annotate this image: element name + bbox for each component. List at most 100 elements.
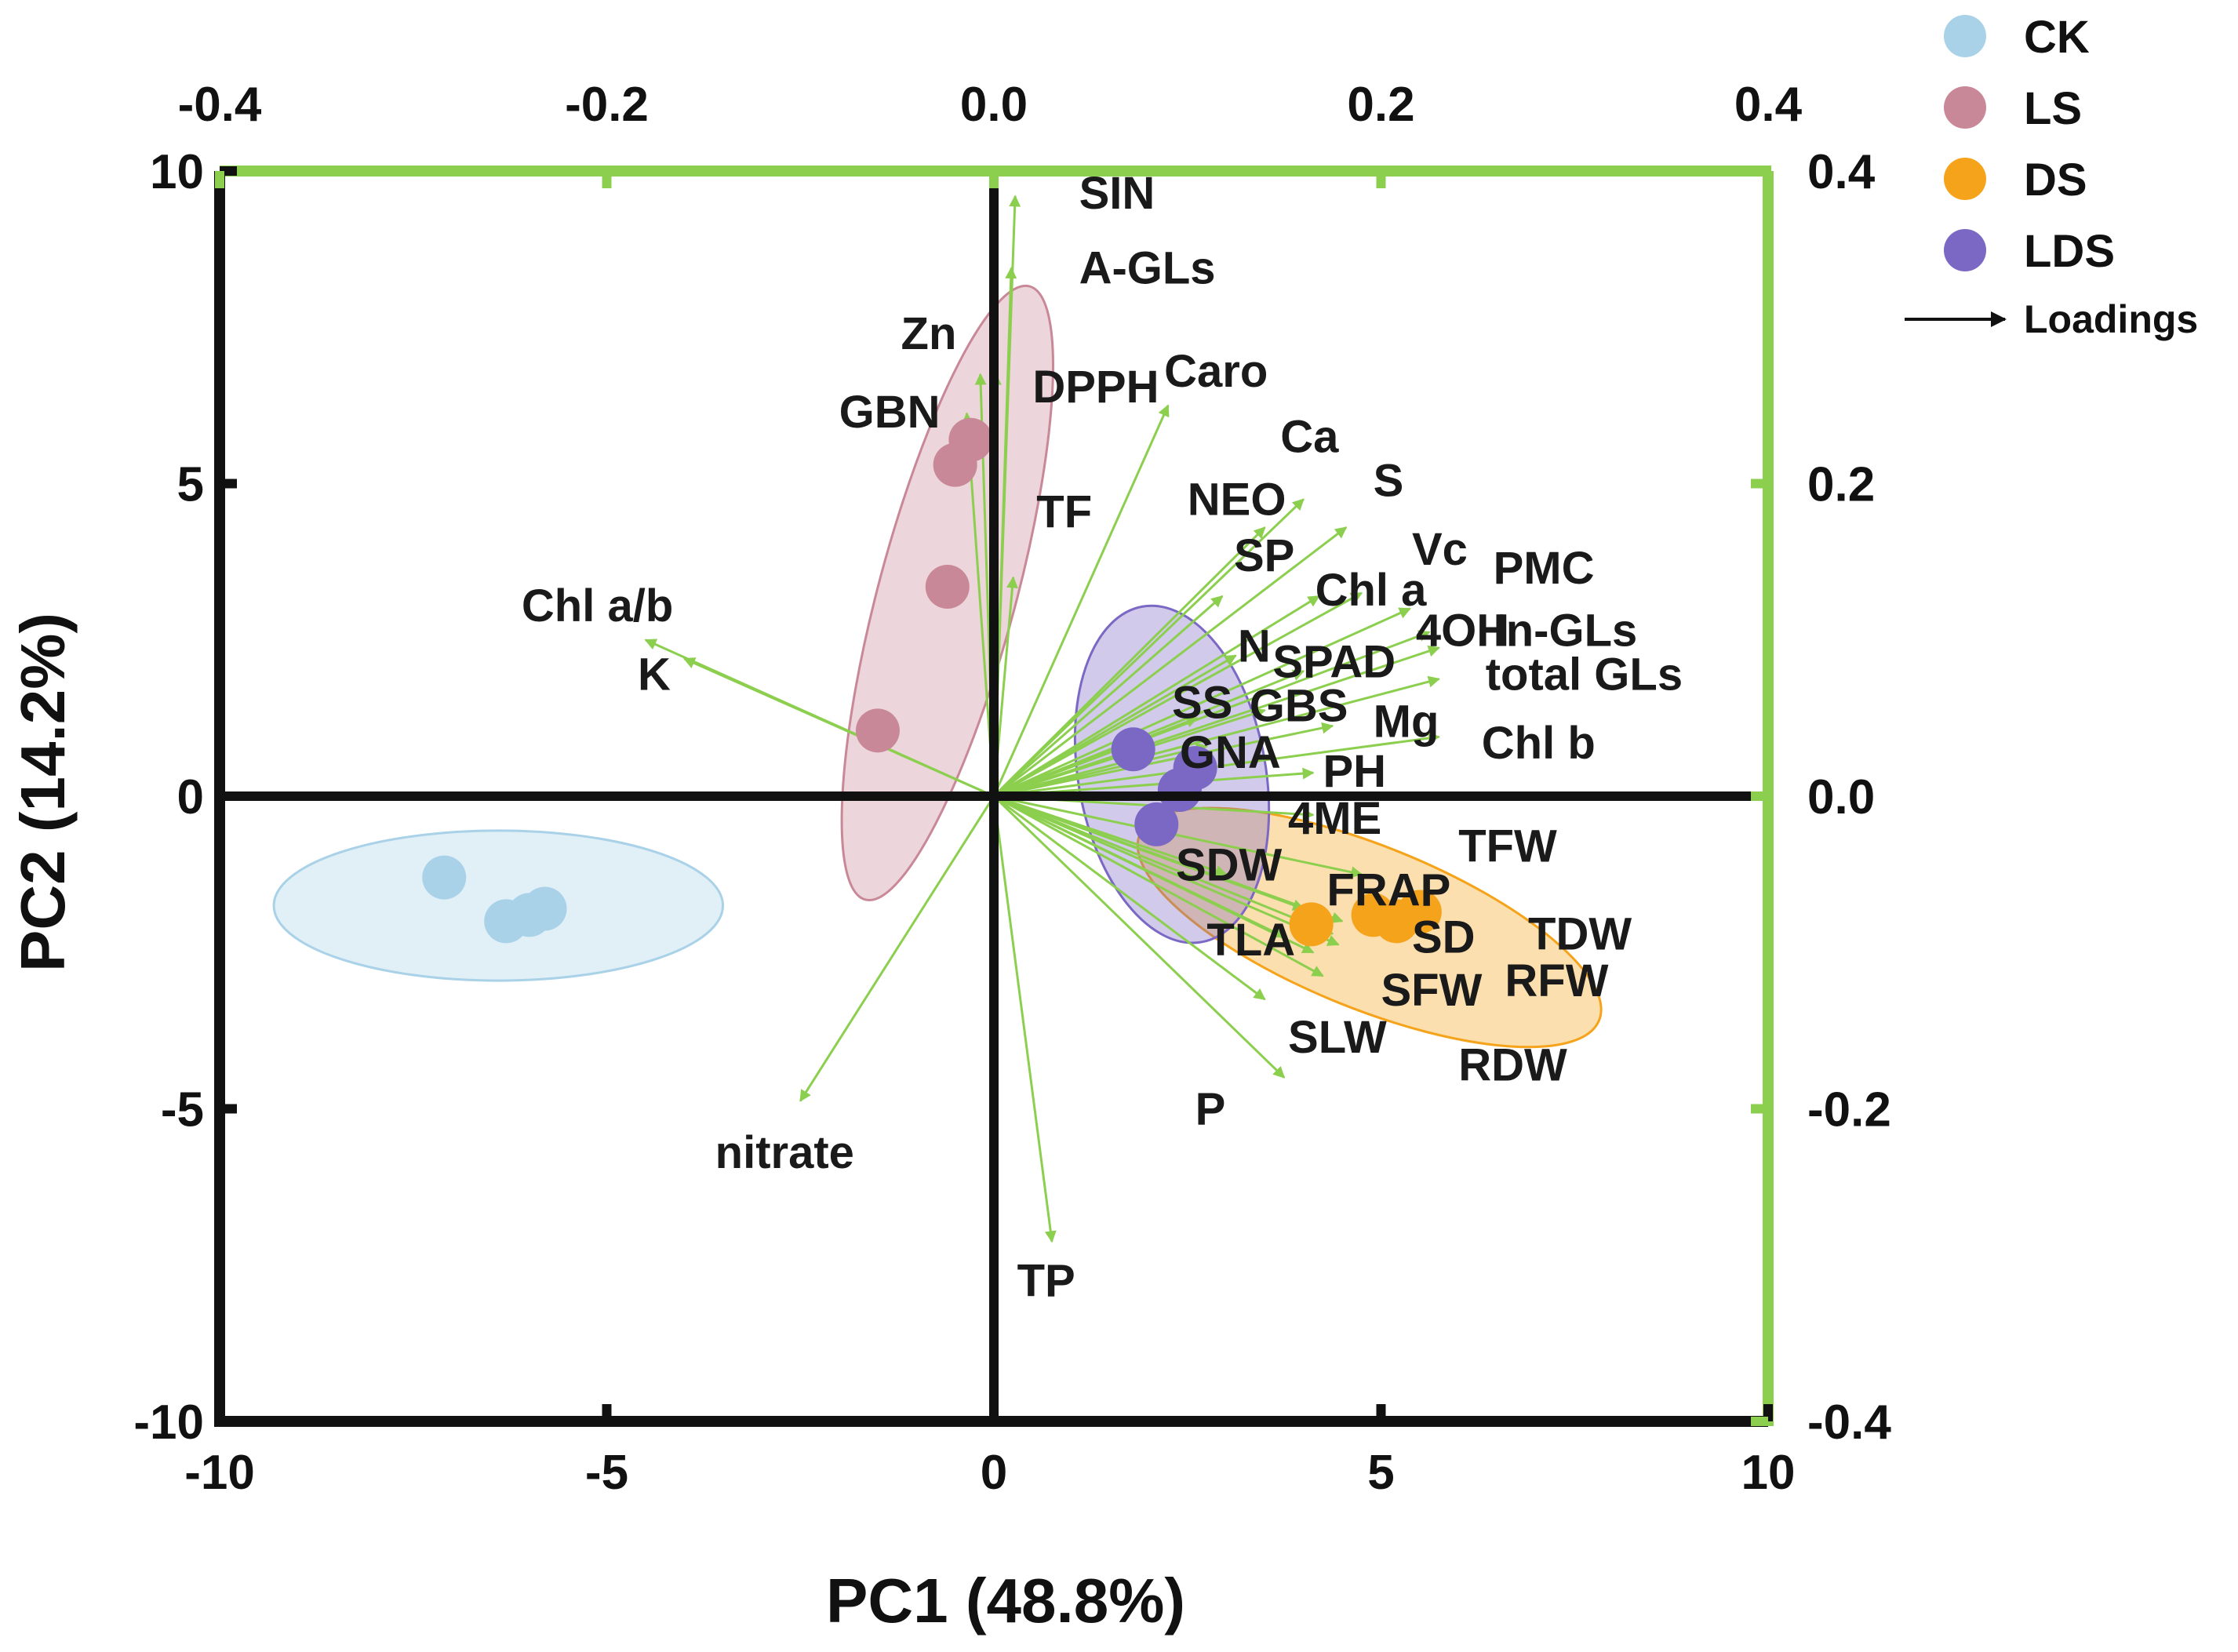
top-tick-label: 0.4 [1734,78,1803,132]
loading-arrow-p [992,795,1286,1079]
x-axis-title: PC1 (48.8%) [826,1566,1185,1636]
point-ls [855,708,900,753]
legend-marker-lds [1944,229,1986,271]
loading-label: TLA [1206,915,1295,966]
legend-marker-ck [1944,15,1986,57]
loading-label: A-GLs [1079,242,1216,293]
loading-label: SIN [1079,168,1155,219]
loading-arrow-ss [993,716,1199,798]
loading-arrow-mg [993,722,1334,798]
loading-arrow-gna [993,743,1208,798]
loading-arrow-pmc [993,607,1411,798]
right-tick-label: -0.4 [1807,1395,1891,1450]
x-tick-label: -5 [585,1446,628,1500]
legend-label-ds: DS [2024,155,2087,206]
loading-label: S [1374,455,1404,506]
loading-arrow-sp [993,595,1224,798]
x-tick-label: -10 [184,1446,255,1500]
loading-label: RFW [1505,955,1608,1006]
loading-label: PH [1323,746,1386,797]
y-tick-label: 0 [177,770,204,824]
loading-label: TDW [1528,908,1632,959]
point-lds [1111,727,1155,772]
loading-label: 4ME [1288,793,1381,844]
loading-label: Vc [1412,524,1468,575]
loading-label: GBS [1250,680,1348,731]
top-tick-label: -0.4 [178,78,262,132]
point-ds [1289,902,1334,947]
loading-label: DPPH [1032,362,1159,413]
y-tick-label: 5 [177,458,204,512]
loading-label: Chl a/b [522,580,673,631]
loading-label: Mg [1374,696,1439,747]
legend-label-ls: LS [2024,83,2082,134]
loading-arrow-caro [992,404,1170,797]
top-tick-label: 0.2 [1347,78,1414,132]
loading-arrow-nitrate [799,795,995,1102]
loading-label: nitrate [715,1127,854,1178]
loading-arrow-vc [993,591,1363,798]
loading-label: SDW [1176,840,1283,891]
loading-arrow-neo [992,526,1266,798]
loading-label: SS [1172,677,1232,728]
loading-label: In-GLs [1494,606,1638,657]
loading-label: Zn [901,308,957,359]
loading-label: SLW [1288,1012,1387,1063]
legend-loadings-label: Loadings [2024,297,2198,341]
x-tick-label: 0 [981,1446,1007,1500]
loading-label: 4OH [1416,606,1509,657]
loading-label: total GLs [1486,650,1683,700]
loading-label: FRAP [1326,864,1450,915]
point-lds [1134,802,1179,846]
point-ls [925,565,970,609]
right-tick-label: 0.2 [1807,458,1875,512]
legend-marker-ls [1944,86,1986,129]
loading-label: SPAD [1272,637,1396,688]
y-tick-label: -5 [161,1083,204,1137]
loading-arrow-k [682,657,995,798]
loading-arrow-n [993,654,1237,798]
loading-label: K [638,650,671,700]
point-ck [422,855,467,900]
x-tick-label: 10 [1741,1446,1796,1500]
point-ds [1374,899,1419,944]
loading-arrow-chl-a [993,595,1320,798]
loading-label: Chl b [1482,718,1596,769]
top-tick-label: 0.0 [960,78,1028,132]
loading-label: SFW [1381,965,1483,1016]
top-tick-label: -0.2 [565,78,649,132]
score-points [422,417,1442,947]
loading-label: GNA [1180,727,1281,778]
y-axis-title: PC2 (14.2%) [8,613,78,972]
loading-arrow-slw [993,795,1266,1001]
loading-arrow-rfw [993,795,1340,946]
loading-label: SD [1412,912,1476,962]
legend: CK LS DS LDS Loadings [1905,12,2198,341]
loading-label: P [1195,1083,1226,1134]
loading-label: TP [1017,1256,1075,1307]
right-tick-label: -0.2 [1807,1083,1891,1137]
loading-label: Caro [1164,346,1268,397]
legend-label-lds: LDS [2024,226,2115,277]
x-tick-label: 5 [1367,1446,1394,1500]
point-lds [1157,768,1202,813]
loading-arrow-total-gls [993,675,1440,798]
right-tick-label: 0.0 [1807,770,1875,824]
loading-arrow-tdw [993,795,1344,923]
loading-label: N [1238,621,1271,672]
loading-label: RDW [1458,1040,1567,1091]
loading-arrow-ca [992,498,1305,798]
loading-label: TFW [1458,821,1557,872]
loading-arrow-tp [992,795,1057,1243]
loading-label: SP [1234,530,1294,581]
loading-label: PMC [1494,543,1595,594]
right-tick-label: 0.4 [1807,145,1876,199]
loading-label: GBN [839,387,941,438]
legend-marker-ds [1944,158,1986,200]
loading-label: Chl a [1316,565,1428,616]
point-ls [933,442,977,487]
point-ck [507,893,551,937]
loading-label: NEO [1188,474,1286,525]
